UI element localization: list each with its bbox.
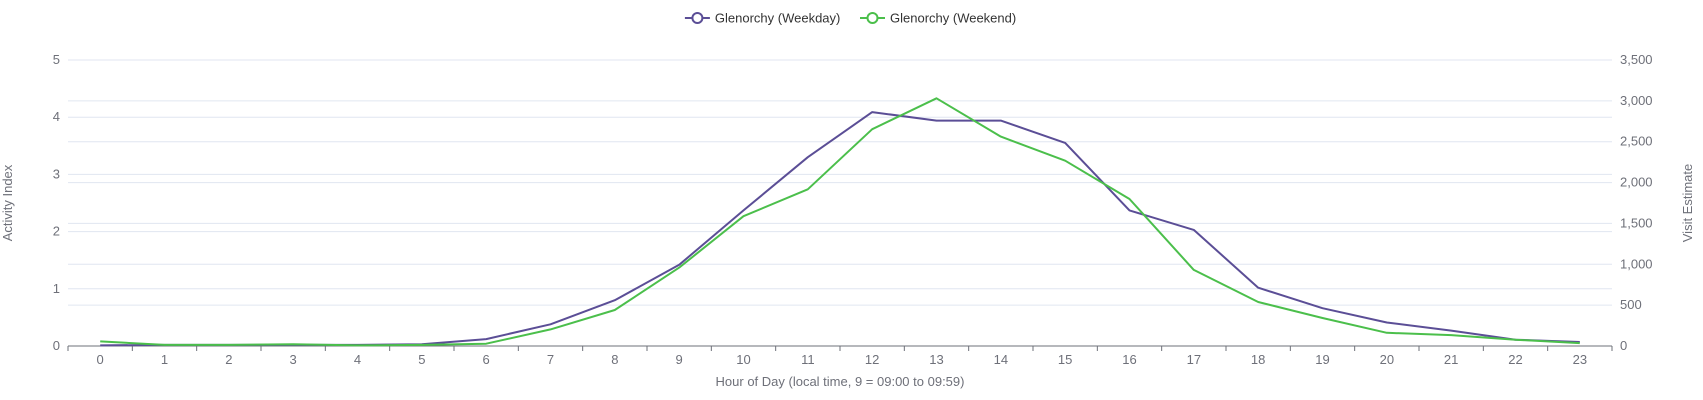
y2-tick-label: 3,500	[1620, 52, 1653, 67]
series-line-weekend[interactable]	[100, 97, 1580, 347]
series-group	[100, 97, 1580, 347]
x-tick-label: 4	[354, 352, 361, 367]
y2-tick-label: 2,500	[1620, 134, 1653, 149]
x-tick-label: 20	[1380, 352, 1394, 367]
x-tick-label: 16	[1122, 352, 1136, 367]
y2-tick-label: 3,000	[1620, 93, 1653, 108]
y-axis-title: Activity Index	[0, 164, 15, 241]
axes: 01234505001,0001,5002,0002,5003,0003,500…	[53, 52, 1653, 367]
y2-axis-title: Visit Estimate	[1680, 164, 1695, 243]
x-axis-title: Hour of Day (local time, 9 = 09:00 to 09…	[716, 374, 965, 389]
y2-tick-label: 2,000	[1620, 175, 1653, 190]
y2-tick-label: 1,000	[1620, 256, 1653, 271]
x-tick-label: 11	[801, 352, 815, 367]
x-tick-label: 22	[1508, 352, 1522, 367]
y-tick-label: 2	[53, 224, 60, 239]
x-tick-label: 5	[418, 352, 425, 367]
x-tick-label: 17	[1187, 352, 1201, 367]
y-tick-label: 0	[53, 338, 60, 353]
y2-tick-label: 500	[1620, 297, 1642, 312]
legend-circle-icon	[866, 12, 879, 24]
y-tick-label: 1	[53, 281, 60, 296]
x-tick-label: 19	[1315, 352, 1329, 367]
x-tick-label: 15	[1058, 352, 1072, 367]
x-tick-label: 0	[97, 352, 104, 367]
y2-tick-label: 1,500	[1620, 215, 1653, 230]
x-tick-label: 13	[929, 352, 943, 367]
series-line-weekday[interactable]	[100, 111, 1580, 347]
x-tick-label: 10	[736, 352, 750, 367]
legend-label: Glenorchy (Weekend)	[890, 11, 1016, 26]
x-tick-label: 9	[676, 352, 683, 367]
legend-item-weekend[interactable]: Glenorchy (Weekend)	[860, 11, 1016, 26]
x-tick-label: 1	[161, 352, 168, 367]
y-tick-label: 5	[53, 52, 60, 67]
y-tick-label: 4	[53, 109, 60, 124]
x-tick-label: 18	[1251, 352, 1265, 367]
x-tick-label: 3	[290, 352, 297, 367]
x-tick-label: 21	[1444, 352, 1458, 367]
x-tick-label: 2	[225, 352, 232, 367]
legend-item-weekday[interactable]: Glenorchy (Weekday)	[684, 11, 840, 26]
y-tick-label: 3	[53, 166, 60, 181]
x-tick-label: 7	[547, 352, 554, 367]
y2-tick-label: 0	[1620, 338, 1627, 353]
x-tick-label: 8	[611, 352, 618, 367]
legend-circle-icon	[691, 12, 704, 24]
grid	[68, 59, 1612, 306]
legend-label: Glenorchy (Weekday)	[715, 11, 840, 26]
x-tick-label: 23	[1573, 352, 1587, 367]
x-tick-label: 6	[483, 352, 490, 367]
x-tick-label: 14	[994, 352, 1008, 367]
legend[interactable]: Glenorchy (Weekday) Glenorchy (Weekend)	[684, 11, 1016, 26]
x-tick-label: 12	[865, 352, 879, 367]
